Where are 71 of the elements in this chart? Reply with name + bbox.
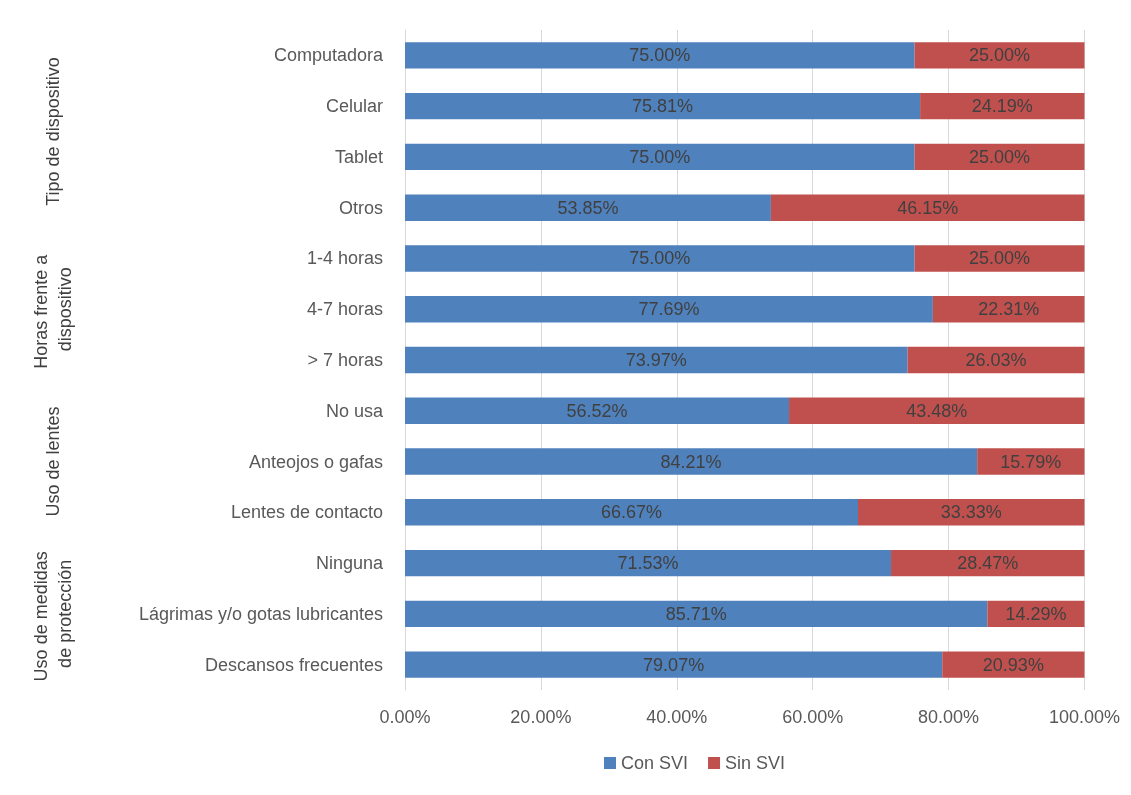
data-label: 15.79% [1000,451,1062,472]
y-tick-label: Lentes de contacto [230,502,383,523]
bar [891,549,1085,577]
y-tick-label: Lágrimas y/o gotas lubricantes [138,603,383,624]
bar [405,296,933,323]
bar [405,549,892,577]
bar [858,499,1085,526]
bar [770,194,1085,221]
y-tick-label: Descansos frecuentes [204,654,383,675]
data-label: 43.48% [906,400,968,421]
x-tick-label: 20.00% [510,707,572,727]
data-label: 56.52% [566,400,628,421]
bar [405,651,943,678]
data-label: 25.00% [969,45,1031,66]
data-label: 84.21% [660,451,722,472]
x-tick-label: 100.00% [1048,707,1120,727]
y-tick-label: Computadora [273,45,384,66]
bar [405,600,988,628]
data-label: 20.93% [982,654,1044,675]
bar [405,448,978,475]
y-tick-label: > 7 horas [307,350,383,370]
data-label: 25.00% [969,146,1031,167]
bar [405,143,915,171]
data-label: 46.15% [897,197,959,218]
data-label: 24.19% [971,96,1033,117]
data-label: 79.07% [643,654,705,675]
text: Horas frente a dispositivo [31,249,75,369]
data-label: 77.69% [638,299,700,320]
y-tick-label: Celular [325,96,383,117]
data-label: 53.85% [557,197,619,218]
y-tick-label: Tablet [334,146,383,167]
y-tick-label: Ninguna [315,553,384,574]
x-tick-label: 60.00% [782,707,844,727]
y-tick-label: No usa [325,400,384,421]
data-label: 75.00% [629,146,691,167]
text: Uso de medidas de protección [31,546,75,682]
legend-label: Sin SVI [725,753,786,773]
bar [914,245,1085,272]
bar [405,42,915,69]
legend-label: Con SVI [621,753,689,773]
x-tick-label: 0.00% [379,707,431,727]
bar [405,346,908,374]
data-label: 66.67% [600,502,663,523]
data-label: 14.29% [1005,603,1067,624]
text: Uso de lentes [43,406,63,517]
x-tick-label: 80.00% [918,707,980,727]
data-label: 85.71% [665,603,727,624]
x-tick-label: 40.00% [646,707,708,727]
bar [405,92,921,120]
bar [405,397,790,424]
data-label: 22.31% [978,299,1040,320]
bar [789,397,1085,424]
y-tick-label: 4-7 horas [306,299,383,320]
data-label: 75.81% [632,96,694,117]
bar [914,42,1085,69]
text: Tipo de dispositivo [43,57,63,206]
y-tick-label: Anteojos o gafas [248,451,383,472]
y-tick-label: Otros [338,197,383,218]
bar [942,651,1085,678]
data-label: 73.97% [625,350,687,370]
data-label: 75.00% [629,45,691,66]
bar [405,499,858,526]
data-label: 33.33% [940,502,1002,523]
data-label: 26.03% [965,350,1027,370]
y-tick-label: 1-4 horas [306,248,383,269]
data-label: 25.00% [969,248,1031,269]
bar [405,245,915,272]
data-label: 75.00% [629,248,691,269]
data-label: 28.47% [957,553,1019,574]
bar [405,194,771,221]
data-label: 71.53% [617,553,679,574]
